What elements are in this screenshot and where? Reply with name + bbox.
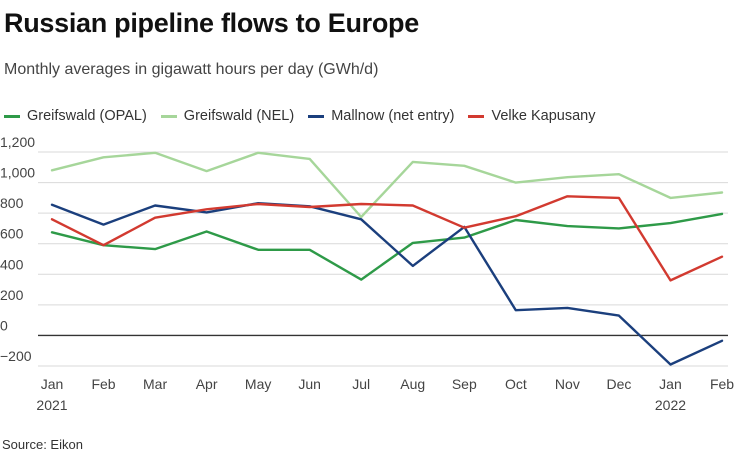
x-tick-label: Mar [143, 376, 167, 392]
x-tick-label: Jan [659, 376, 682, 392]
legend-item-mallnow: Mallnow (net entry) [308, 108, 454, 124]
x-tick-label: Dec [606, 376, 631, 392]
x-tick-label: Feb [710, 376, 734, 392]
y-tick-label: −200 [0, 348, 32, 364]
legend-label-greifswald-opal: Greifswald (OPAL) [27, 108, 147, 124]
source-note: Source: Eikon [2, 437, 83, 452]
x-tick-label: Nov [555, 376, 580, 392]
y-tick-label: 1,200 [0, 134, 35, 150]
y-tick-label: 0 [0, 317, 8, 333]
legend-swatch-greifswald-nel [160, 114, 177, 118]
y-tick-label: 1,000 [0, 165, 35, 181]
legend-label-greifswald-nel: Greifswald (NEL) [183, 108, 295, 124]
legend-item-velke-kapusany: Velke Kapusany [468, 108, 595, 124]
x-tick-label: Oct [505, 376, 527, 392]
x-tick-label: May [245, 376, 271, 392]
legend: Greifswald (OPAL) Greifswald (NEL) Malln… [4, 106, 609, 126]
chart-title: Russian pipeline flows to Europe [4, 8, 419, 38]
x-tick-label: Sep [452, 376, 477, 392]
x-tick-label: Aug [400, 376, 425, 392]
y-tick-label: 200 [0, 287, 24, 303]
legend-item-greifswald-opal: Greifswald (OPAL) [4, 108, 147, 124]
y-tick-label: 400 [0, 256, 24, 272]
series-line-mallnow-net-entry [50, 201, 724, 366]
chart-subtitle: Monthly averages in gigawatt hours per d… [4, 61, 379, 78]
y-tick-label: 800 [0, 195, 24, 211]
x-tick-label: Feb [91, 376, 115, 392]
x-tick-label: Apr [196, 376, 218, 392]
x-year-label: 2022 [655, 397, 686, 413]
series-line-greifswald-opal [50, 212, 724, 281]
series-line-greifswald-nel [50, 151, 724, 219]
series-line-velke-kapusany [50, 195, 724, 282]
legend-swatch-mallnow [308, 114, 325, 118]
x-year-label: 2021 [36, 397, 67, 413]
legend-label-mallnow: Mallnow (net entry) [331, 108, 455, 124]
legend-label-velke-kapusany: Velke Kapusany [491, 108, 596, 124]
y-tick-label: 600 [0, 226, 24, 242]
legend-swatch-greifswald-opal [4, 114, 20, 118]
legend-swatch-velke-kapusany [468, 114, 485, 118]
legend-item-greifswald-nel: Greifswald (NEL) [160, 108, 295, 124]
x-tick-label: Jun [298, 376, 321, 392]
x-tick-label: Jul [352, 376, 370, 392]
x-tick-label: Jan [41, 376, 64, 392]
